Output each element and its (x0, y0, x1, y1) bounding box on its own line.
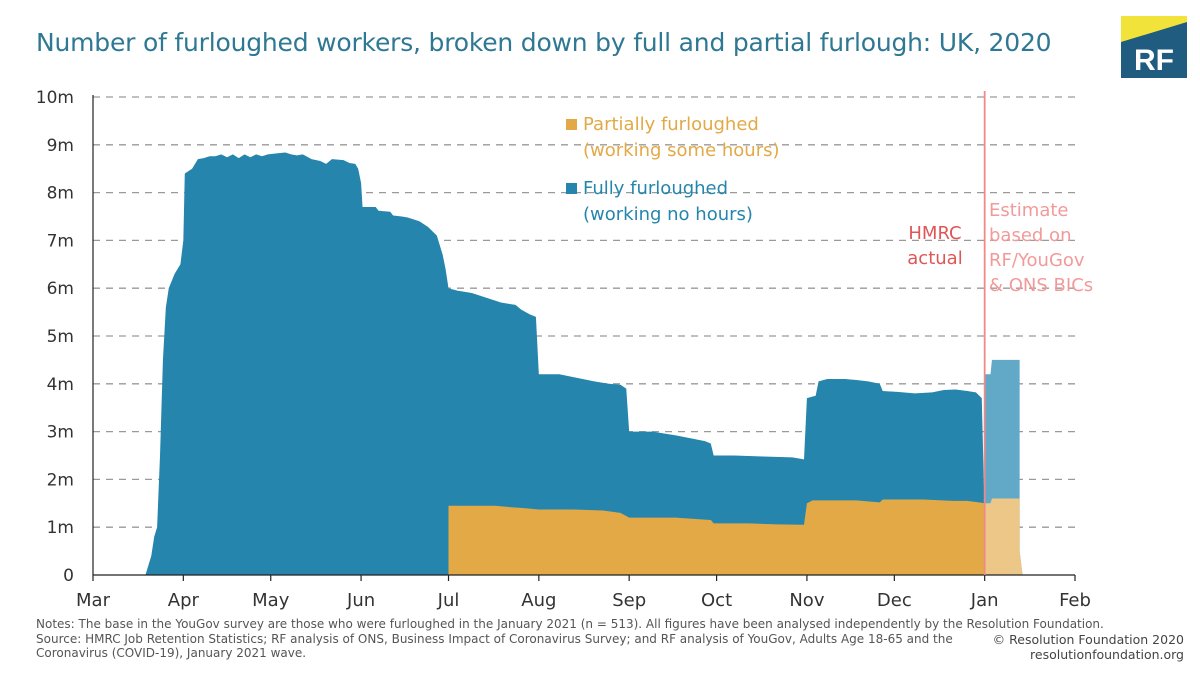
furlough-chart: 0 1m 2m 3m 4m 5m 6m 7m 8m 9m 10m Mar Apr May Jun Jul Aug… (36, 88, 1093, 611)
fully-furloughed-area (93, 152, 985, 575)
x-tick-label: Nov (789, 590, 824, 611)
x-tick-label: May (252, 590, 290, 611)
credit: © Resolution Foundation 2020 resolutionf… (993, 632, 1184, 662)
x-tick-label: Sep (612, 590, 646, 611)
x-tick-label: Jul (437, 590, 460, 611)
chart-areas (93, 152, 1023, 575)
rf-logo: RF (1121, 16, 1187, 78)
notes-line-3: Coronavirus (COVID-19), January 2021 wav… (36, 646, 307, 660)
x-tick-label: Aug (521, 590, 556, 611)
estimate-label: based on (989, 225, 1071, 246)
rf-logo-stripe (1121, 16, 1187, 42)
x-tick-label: Dec (877, 590, 912, 611)
axes: 0 1m 2m 3m 4m 5m 6m 7m 8m 9m 10m Mar Apr May Jun Jul Aug… (36, 88, 1091, 611)
credit-copyright: © Resolution Foundation 2020 (992, 632, 1184, 647)
partially-furloughed-area (448, 499, 985, 575)
annotations: HMRC actual Estimate based on RF/YouGov & ONS… (907, 91, 1093, 575)
legend: Partially furloughed (working some hours)… (566, 114, 780, 225)
estimate-label: Estimate (989, 200, 1069, 221)
notes-line-1: Notes: The base in the YouGov survey are… (36, 617, 1104, 631)
y-tick-label: 3m (47, 423, 74, 443)
y-tick-label: 2m (47, 470, 74, 490)
credit-website: resolutionfoundation.org (1030, 647, 1184, 662)
legend-label: Fully furloughed (583, 178, 728, 199)
x-tick-label: Mar (76, 590, 111, 611)
y-tick-label: 7m (47, 231, 74, 251)
x-tick-label: Jan (970, 590, 999, 611)
hmrc-actual-label: actual (907, 248, 962, 269)
legend-label: (working no hours) (583, 204, 753, 225)
x-tick-label: Jun (346, 590, 375, 611)
x-tick-label: Feb (1059, 590, 1091, 611)
chart-title: Number of furloughed workers, broken dow… (36, 28, 1052, 57)
estimate-label: RF/YouGov (989, 250, 1085, 271)
y-tick-label: 10m (36, 88, 74, 108)
estimate-label: & ONS BICs (989, 275, 1093, 296)
y-tick-label: 6m (47, 279, 74, 299)
legend-swatch-full (566, 183, 577, 194)
legend-swatch-partial (566, 119, 577, 130)
legend-label: Partially furloughed (583, 114, 759, 135)
hmrc-actual-label: HMRC (908, 223, 961, 244)
legend-label: (working some hours) (583, 140, 780, 161)
y-tick-label: 0 (63, 566, 74, 586)
notes: Notes: The base in the YouGov survey are… (36, 617, 1104, 661)
partially-furloughed-estimate-area (984, 498, 1023, 575)
y-tick-label: 4m (47, 375, 74, 395)
x-tick-label: Apr (168, 590, 200, 611)
notes-line-2: Source: HMRC Job Retention Statistics; R… (36, 631, 953, 646)
y-tick-label: 1m (47, 518, 74, 538)
y-tick-label: 5m (47, 327, 74, 347)
y-tick-label: 8m (47, 184, 74, 204)
y-tick-label: 9m (47, 136, 74, 156)
rf-logo-text: RF (1134, 44, 1174, 77)
x-tick-label: Oct (701, 590, 732, 611)
